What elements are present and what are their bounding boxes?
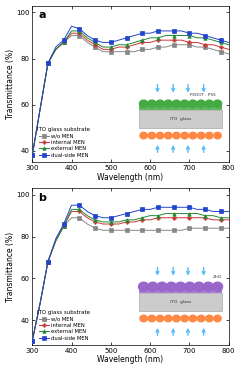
Text: b: b [38,193,46,203]
Legend: w/o MEN, internal MEN, external MEN, dual-side MEN: w/o MEN, internal MEN, external MEN, dua… [37,127,91,158]
Y-axis label: Transmittance (%): Transmittance (%) [6,232,14,302]
Legend: w/o MEN, internal MEN, external MEN, dual-side MEN: w/o MEN, internal MEN, external MEN, dua… [37,310,91,341]
X-axis label: Wavelength (nm): Wavelength (nm) [97,356,164,364]
Text: a: a [38,10,46,20]
Y-axis label: Transmittance (%): Transmittance (%) [6,49,14,119]
X-axis label: Wavelength (nm): Wavelength (nm) [97,172,164,182]
